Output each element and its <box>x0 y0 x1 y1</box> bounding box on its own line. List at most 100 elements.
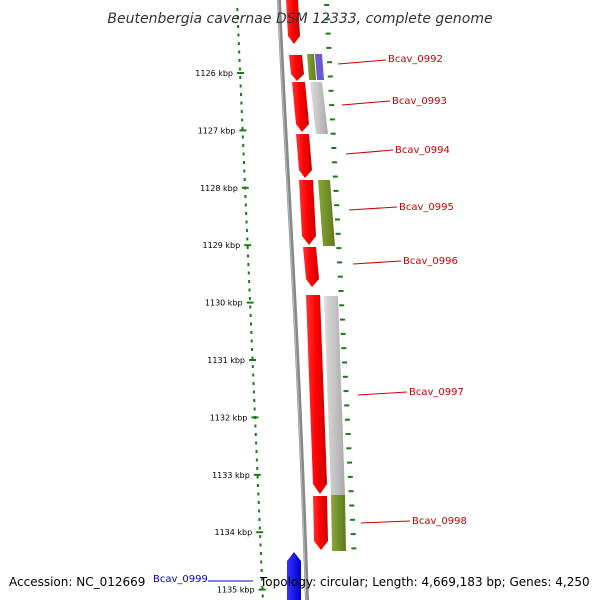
guide-dot <box>325 32 331 35</box>
guide-dot <box>330 132 336 135</box>
cog-box-purple <box>315 54 324 80</box>
guide-dot <box>324 4 330 6</box>
scale-dot <box>244 195 247 198</box>
gene-arrow-0992[interactable] <box>289 55 304 81</box>
scale-dot <box>240 110 243 113</box>
accession-text: Accession: NC_012669 <box>9 575 145 589</box>
gene-arrow-0998[interactable] <box>313 496 328 550</box>
scale-dot <box>242 152 245 156</box>
scale-dot <box>240 101 243 105</box>
guide-dot <box>334 204 340 207</box>
guide-dot <box>342 375 348 378</box>
scale-dot <box>248 280 251 283</box>
gene-label-0995[interactable]: Bcav_0995 <box>399 202 454 213</box>
guide-dot <box>328 89 334 92</box>
leader-line <box>337 59 387 65</box>
gene-label-0993[interactable]: Bcav_0993 <box>392 96 447 107</box>
guide-dot <box>339 304 345 307</box>
leader-line <box>357 391 408 396</box>
leader-line <box>341 100 391 106</box>
guide-dot <box>337 261 343 264</box>
scale-dot <box>238 59 241 62</box>
cog-box-green <box>318 180 335 246</box>
gene-label-0999[interactable]: Bcav_0999 <box>153 574 208 585</box>
scale-dot <box>255 458 258 462</box>
tick-label: 1135 kbp <box>217 586 255 595</box>
scale-dot <box>241 127 244 130</box>
dotted-guide-tracks <box>236 4 357 598</box>
scale-dot <box>240 93 243 96</box>
scale-dot <box>242 161 245 164</box>
scale-dot <box>256 484 259 487</box>
scale-dot <box>252 373 255 377</box>
scale-dot <box>237 25 240 28</box>
scale-dot <box>236 16 239 20</box>
guide-dot <box>324 18 330 21</box>
tick-label: 1132 kbp <box>210 413 248 422</box>
gene-arrow-0993[interactable] <box>292 82 309 132</box>
scale-dot <box>254 424 257 428</box>
guide-dot <box>350 533 356 536</box>
tick-label: 1133 kbp <box>212 471 250 480</box>
scale-dot <box>237 33 240 37</box>
guide-dot <box>347 475 353 478</box>
guide-dot <box>346 447 352 450</box>
gene-label-0992[interactable]: Bcav_0992 <box>388 54 443 65</box>
gene-arrow-0994[interactable] <box>296 134 312 178</box>
guide-dot <box>340 332 346 335</box>
scale-dot <box>261 594 264 598</box>
scale-dot <box>254 433 257 436</box>
leader-line <box>360 520 411 524</box>
scale-dot <box>253 407 256 411</box>
gene-label-0998[interactable]: Bcav_0998 <box>412 516 467 527</box>
gene-arrow-0999[interactable] <box>287 552 301 600</box>
guide-dot <box>332 161 338 164</box>
gene-arrow-0995[interactable] <box>299 180 316 245</box>
scale-dot <box>251 348 254 351</box>
genome-backbone <box>277 0 309 600</box>
scale-dot <box>243 169 246 173</box>
leader-line <box>352 260 402 265</box>
gene-label-0996[interactable]: Bcav_0996 <box>403 256 458 267</box>
scale-dot <box>241 118 244 122</box>
scale-dot <box>245 212 248 215</box>
scale-dot <box>258 509 261 513</box>
scale-dot <box>247 263 250 266</box>
gene-label-0994[interactable]: Bcav_0994 <box>395 145 450 156</box>
genome-title: Beutenbergia cavernae DSM 12333, complet… <box>107 11 492 27</box>
scale-dot <box>258 526 261 530</box>
tick-label: 1134 kbp <box>214 528 252 537</box>
cog-track <box>307 54 346 551</box>
guide-dot <box>335 232 341 235</box>
guide-dot <box>351 547 357 550</box>
scale-dot <box>258 518 261 521</box>
kbp-scale: 1126 kbp 1127 kbp 1128 kbp 1129 kbp 1130 kbp… <box>195 69 266 595</box>
gene-label-0997[interactable]: Bcav_0997 <box>409 387 464 398</box>
guide-dot <box>342 361 348 364</box>
scale-dot <box>246 237 249 241</box>
guide-dot <box>345 433 351 435</box>
guide-dot <box>339 318 345 321</box>
scale-dot <box>248 288 251 292</box>
scale-dot <box>253 399 256 402</box>
cog-box-gray <box>310 82 328 134</box>
scale-dot <box>257 492 260 496</box>
guide-dot <box>336 247 342 250</box>
scale-dot <box>261 586 264 589</box>
guide-dot <box>344 418 350 421</box>
tick-label: 1127 kbp <box>198 126 236 135</box>
scale-dot <box>259 535 262 538</box>
scale-dot <box>237 42 240 45</box>
guide-dot <box>344 404 350 407</box>
scale-dot <box>249 314 252 317</box>
scale-dot <box>252 390 255 394</box>
scale-dot <box>241 135 244 139</box>
scale-dot <box>259 543 262 547</box>
guide-dot <box>341 347 347 350</box>
gene-arrow-0991[interactable] <box>286 0 300 44</box>
gene-arrow-0996[interactable] <box>303 247 319 287</box>
scale-dot <box>245 220 248 224</box>
gene-arrow-0997[interactable] <box>306 295 327 494</box>
tick-label: 1128 kbp <box>200 184 238 193</box>
guide-dot <box>349 518 355 521</box>
